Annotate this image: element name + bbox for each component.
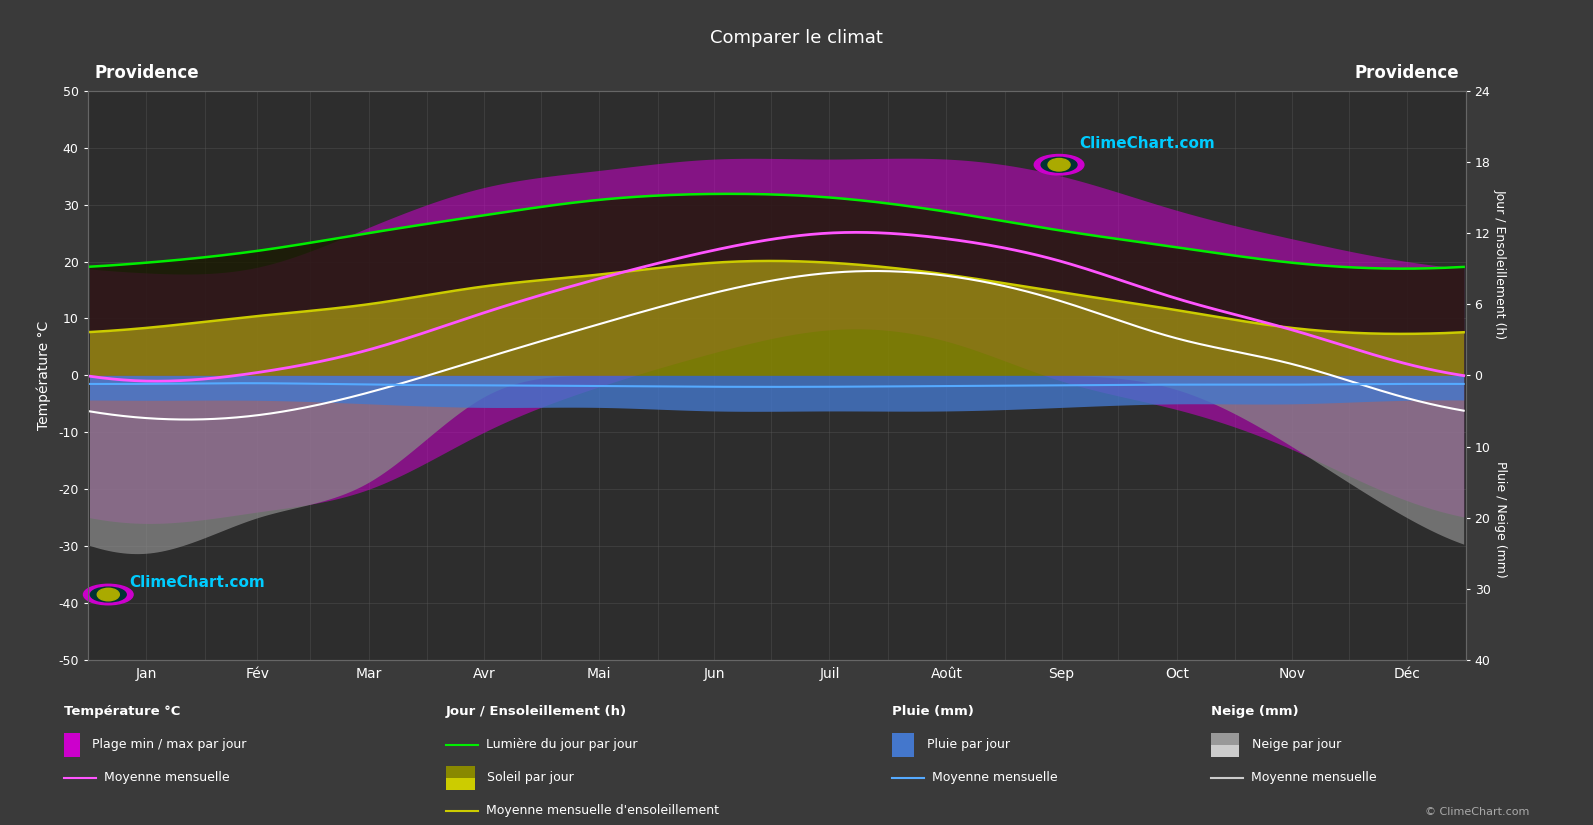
Circle shape (1034, 154, 1083, 175)
Circle shape (83, 584, 134, 605)
Text: Comparer le climat: Comparer le climat (710, 29, 883, 47)
Text: Moyenne mensuelle: Moyenne mensuelle (932, 771, 1058, 785)
Text: ClimeChart.com: ClimeChart.com (1080, 136, 1215, 151)
Text: Jour / Ensoleillement (h): Jour / Ensoleillement (h) (1494, 189, 1507, 339)
Circle shape (1042, 158, 1077, 172)
Text: Plage min / max par jour: Plage min / max par jour (92, 738, 247, 752)
Text: Pluie / Neige (mm): Pluie / Neige (mm) (1494, 461, 1507, 578)
Text: ClimeChart.com: ClimeChart.com (129, 574, 264, 590)
Text: Pluie par jour: Pluie par jour (927, 738, 1010, 752)
Ellipse shape (1048, 158, 1070, 171)
Text: Soleil par jour: Soleil par jour (487, 771, 573, 785)
Text: Température °C: Température °C (64, 705, 180, 719)
Text: Lumière du jour par jour: Lumière du jour par jour (486, 738, 637, 752)
Text: Jour / Ensoleillement (h): Jour / Ensoleillement (h) (446, 705, 628, 719)
Text: © ClimeChart.com: © ClimeChart.com (1424, 807, 1529, 817)
Text: Neige par jour: Neige par jour (1252, 738, 1341, 752)
Text: Neige (mm): Neige (mm) (1211, 705, 1298, 719)
Text: Moyenne mensuelle: Moyenne mensuelle (104, 771, 229, 785)
Y-axis label: Température °C: Température °C (37, 321, 51, 430)
Text: Pluie (mm): Pluie (mm) (892, 705, 973, 719)
Text: Moyenne mensuelle: Moyenne mensuelle (1251, 771, 1376, 785)
Ellipse shape (97, 588, 119, 601)
Circle shape (91, 587, 126, 602)
Text: Providence: Providence (94, 64, 199, 82)
Text: Providence: Providence (1354, 64, 1459, 82)
Text: Moyenne mensuelle d'ensoleillement: Moyenne mensuelle d'ensoleillement (486, 804, 718, 818)
